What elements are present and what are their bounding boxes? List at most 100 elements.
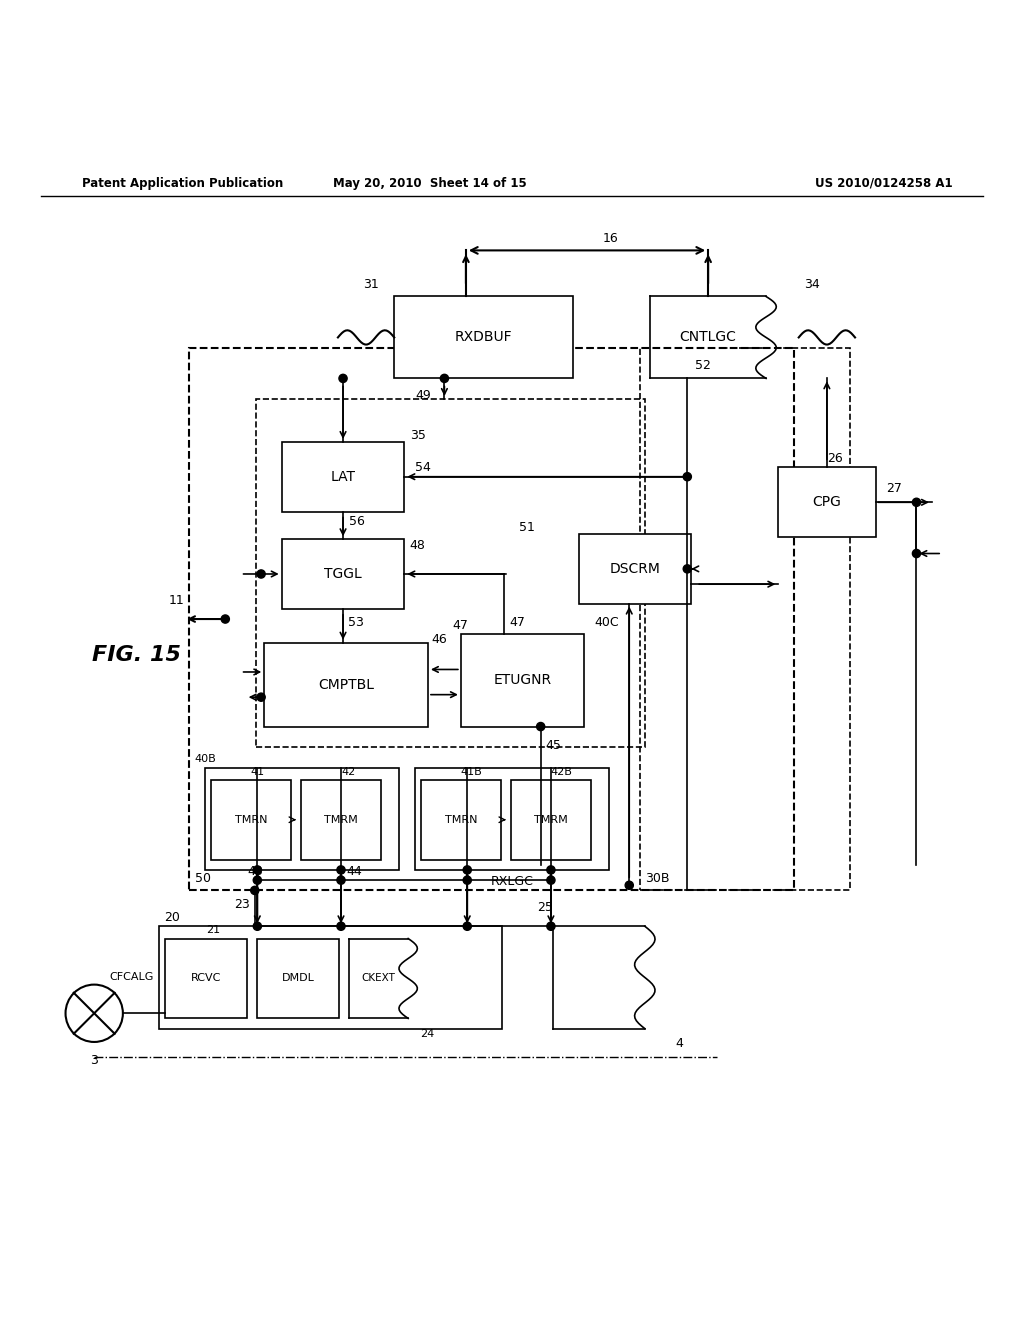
Bar	[282, 539, 404, 609]
Text: 31: 31	[364, 279, 379, 292]
Circle shape	[257, 570, 265, 578]
Text: TMRN: TMRN	[234, 814, 267, 825]
Bar	[256, 399, 645, 747]
Text: 54: 54	[415, 461, 431, 474]
Circle shape	[337, 866, 345, 874]
Circle shape	[440, 375, 449, 383]
Text: TMRN: TMRN	[444, 814, 477, 825]
Text: 53: 53	[348, 615, 365, 628]
Text: 50: 50	[195, 873, 211, 886]
Bar	[421, 780, 501, 859]
Bar	[282, 442, 404, 512]
Circle shape	[221, 615, 229, 623]
Text: RXLGC: RXLGC	[490, 875, 534, 888]
Bar	[301, 780, 381, 859]
Text: CMPTBL: CMPTBL	[318, 677, 374, 692]
Text: 47: 47	[509, 616, 525, 630]
Text: US 2010/0124258 A1: US 2010/0124258 A1	[815, 177, 952, 190]
Bar	[511, 780, 591, 859]
Circle shape	[463, 876, 471, 884]
Text: TGGL: TGGL	[325, 568, 361, 581]
Text: 56: 56	[349, 515, 366, 528]
Circle shape	[547, 866, 555, 874]
Circle shape	[912, 498, 921, 507]
Circle shape	[337, 876, 345, 884]
Text: CKEXT: CKEXT	[361, 973, 395, 983]
Text: 23: 23	[233, 899, 250, 911]
Circle shape	[253, 866, 261, 874]
Text: 24: 24	[421, 1028, 435, 1039]
Circle shape	[463, 866, 471, 874]
Circle shape	[683, 565, 691, 573]
Bar	[394, 297, 573, 379]
Text: 26: 26	[827, 453, 843, 466]
Circle shape	[257, 693, 265, 701]
Text: Patent Application Publication: Patent Application Publication	[82, 177, 284, 190]
Text: 35: 35	[410, 429, 426, 442]
Text: 42: 42	[341, 767, 355, 776]
Text: 20: 20	[164, 911, 180, 924]
Circle shape	[253, 876, 261, 884]
Text: DMDL: DMDL	[282, 973, 314, 983]
Bar	[205, 767, 399, 870]
Text: 41B: 41B	[461, 767, 482, 776]
Bar	[211, 780, 291, 859]
Text: 49: 49	[416, 389, 431, 401]
Text: 40C: 40C	[594, 616, 618, 630]
Circle shape	[253, 923, 261, 931]
Text: DSCRM: DSCRM	[609, 562, 660, 576]
Text: ETUGNR: ETUGNR	[494, 673, 551, 688]
Circle shape	[537, 722, 545, 731]
Text: CPG: CPG	[812, 495, 842, 510]
Circle shape	[251, 886, 259, 895]
Text: CFCALG: CFCALG	[110, 973, 154, 982]
Bar	[189, 347, 794, 891]
Circle shape	[339, 375, 347, 383]
Circle shape	[547, 923, 555, 931]
Bar	[778, 467, 876, 537]
Text: LAT: LAT	[331, 470, 355, 483]
Text: 27: 27	[886, 482, 902, 495]
Text: 34: 34	[804, 279, 819, 292]
Bar	[579, 535, 691, 603]
Text: 21: 21	[206, 925, 220, 936]
Text: 51: 51	[519, 521, 536, 535]
Bar	[461, 635, 584, 726]
Text: 46: 46	[431, 632, 446, 645]
Text: RCVC: RCVC	[190, 973, 221, 983]
Circle shape	[337, 923, 345, 931]
Text: 47: 47	[453, 619, 469, 632]
Bar	[159, 927, 502, 1028]
Bar	[415, 767, 609, 870]
Text: CNTLGC: CNTLGC	[680, 330, 736, 345]
Bar	[165, 939, 247, 1019]
Circle shape	[912, 549, 921, 557]
Text: 41: 41	[251, 767, 265, 776]
Text: TMRM: TMRM	[535, 814, 567, 825]
Circle shape	[463, 923, 471, 931]
Bar	[257, 939, 339, 1019]
Text: 30B: 30B	[645, 873, 670, 886]
Text: May 20, 2010  Sheet 14 of 15: May 20, 2010 Sheet 14 of 15	[333, 177, 527, 190]
Bar	[264, 643, 428, 726]
Circle shape	[625, 882, 633, 890]
Text: 45: 45	[546, 739, 562, 752]
Text: FIG. 15: FIG. 15	[92, 645, 181, 665]
Text: 40B: 40B	[195, 755, 216, 764]
Circle shape	[683, 473, 691, 480]
Polygon shape	[650, 297, 776, 379]
Text: 25: 25	[538, 900, 554, 913]
Text: 4: 4	[676, 1038, 684, 1051]
Polygon shape	[349, 939, 418, 1019]
Text: RXDBUF: RXDBUF	[455, 330, 513, 345]
Text: 42B: 42B	[551, 767, 572, 776]
Text: TMRM: TMRM	[325, 814, 357, 825]
Text: 11: 11	[169, 594, 184, 607]
Text: 48: 48	[410, 540, 426, 552]
Text: 44: 44	[346, 865, 361, 878]
Text: 3: 3	[90, 1055, 98, 1068]
Text: 52: 52	[695, 359, 712, 372]
Bar	[640, 347, 850, 891]
Text: 16: 16	[602, 232, 618, 246]
Circle shape	[547, 876, 555, 884]
